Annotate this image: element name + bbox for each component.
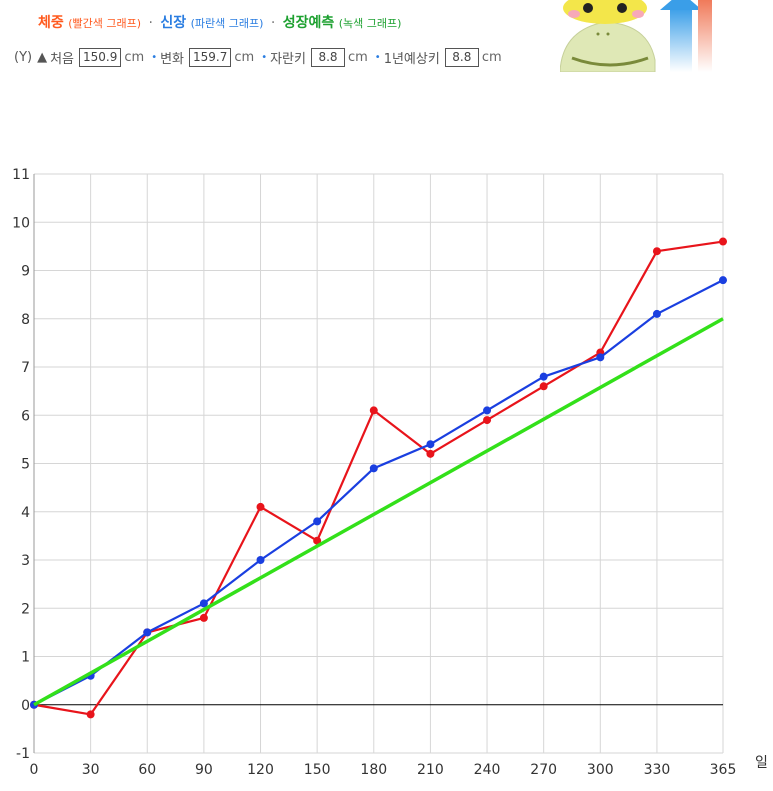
x-tick-label: 365	[710, 762, 737, 778]
y-tick-label: 0	[21, 698, 30, 714]
y-tick-label: 3	[21, 553, 30, 569]
separator: ·	[270, 15, 276, 31]
y-tick-label: -1	[16, 746, 30, 762]
change-label: 변화	[160, 52, 185, 67]
height-data-point	[596, 353, 605, 362]
y-tick-label: 2	[21, 601, 30, 617]
x-tick-label: 120	[247, 762, 274, 778]
grown-height-field[interactable]: 8.8	[310, 48, 345, 67]
y-marker: (Y)	[14, 50, 33, 65]
x-tick-label: 330	[644, 762, 671, 778]
x-tick-label: 180	[360, 762, 387, 778]
weight-data-point	[313, 536, 322, 545]
start-unit: cm	[124, 50, 145, 65]
height-data-point	[426, 440, 435, 449]
weight-data-point	[199, 613, 208, 622]
predict-series-line	[33, 317, 724, 707]
height-note: (파란색 그래프)	[190, 17, 264, 30]
height-series-line	[33, 279, 724, 706]
height-data-point	[652, 309, 661, 318]
x-tick-label: 90	[195, 762, 213, 778]
y-tick-label: 9	[21, 264, 30, 280]
predict-title: 성장예측	[282, 15, 335, 31]
height-data-point	[483, 406, 492, 415]
height-data-point	[369, 464, 378, 473]
weight-series-line	[33, 240, 724, 716]
bullet-icon: •	[151, 52, 158, 63]
predict-note: (녹색 그래프)	[338, 17, 402, 30]
weight-title: 체중	[38, 15, 64, 31]
weight-data-point	[719, 237, 727, 246]
y-tick-label: 4	[21, 505, 30, 521]
x-tick-label: 150	[304, 762, 331, 778]
x-axis-unit-label: 일	[755, 755, 768, 771]
grown-label: 자란키	[270, 52, 306, 67]
height-data-point	[143, 628, 152, 637]
predict-label: 1년예상키	[383, 52, 440, 67]
y-tick-label: 10	[12, 215, 30, 231]
weight-data-point	[86, 710, 95, 719]
height-data-point	[256, 556, 265, 564]
height-data-point	[719, 276, 727, 285]
y-tick-label: 6	[21, 408, 30, 424]
x-tick-label: 60	[138, 762, 156, 778]
y-tick-label: 5	[21, 457, 30, 473]
weight-data-point	[652, 247, 661, 256]
weight-data-point	[483, 416, 492, 425]
start-height-field[interactable]: 150.9	[79, 48, 122, 67]
weight-note: (빨간색 그래프)	[68, 17, 142, 30]
height-data-point	[313, 517, 322, 526]
change-unit: cm	[234, 50, 255, 65]
legend-title-line: 체중 (빨간색 그래프) · 신장 (파란색 그래프) · 성장예측 (녹색 그…	[38, 12, 401, 32]
height-values-line: (Y) ▲ 처음 150.9 cm • 변화 159.7 cm • 자란키 8.…	[14, 48, 506, 67]
weight-data-point	[426, 449, 435, 458]
weight-data-point	[256, 502, 265, 511]
y-tick-label: 11	[12, 167, 30, 183]
x-tick-label: 0	[30, 762, 39, 778]
mascot-icon	[560, 0, 712, 72]
x-tick-label: 30	[82, 762, 100, 778]
height-title: 신장	[160, 15, 187, 31]
weight-data-point	[369, 406, 378, 415]
predict-unit: cm	[481, 50, 502, 65]
bullet-icon: •	[261, 52, 268, 63]
y-tick-label: 7	[21, 360, 30, 376]
grown-unit: cm	[347, 50, 368, 65]
y-tick-label: 1	[21, 650, 30, 666]
height-data-point	[539, 372, 548, 381]
start-label: 처음	[50, 52, 75, 67]
x-tick-label: 270	[530, 762, 557, 778]
bullet-icon: •	[374, 52, 381, 63]
x-tick-label: 300	[587, 762, 614, 778]
tree-icon: ▲	[37, 50, 48, 65]
weight-data-point	[539, 382, 548, 391]
x-tick-label: 240	[474, 762, 501, 778]
chart-header: 체중 (빨간색 그래프) · 신장 (파란색 그래프) · 성장예측 (녹색 그…	[0, 0, 773, 75]
separator: ·	[148, 15, 153, 31]
predict-height-field[interactable]: 8.8	[444, 48, 479, 67]
x-tick-label: 210	[417, 762, 444, 778]
height-data-point	[199, 599, 208, 608]
change-height-field[interactable]: 159.7	[189, 48, 232, 67]
y-tick-label: 8	[21, 312, 30, 328]
